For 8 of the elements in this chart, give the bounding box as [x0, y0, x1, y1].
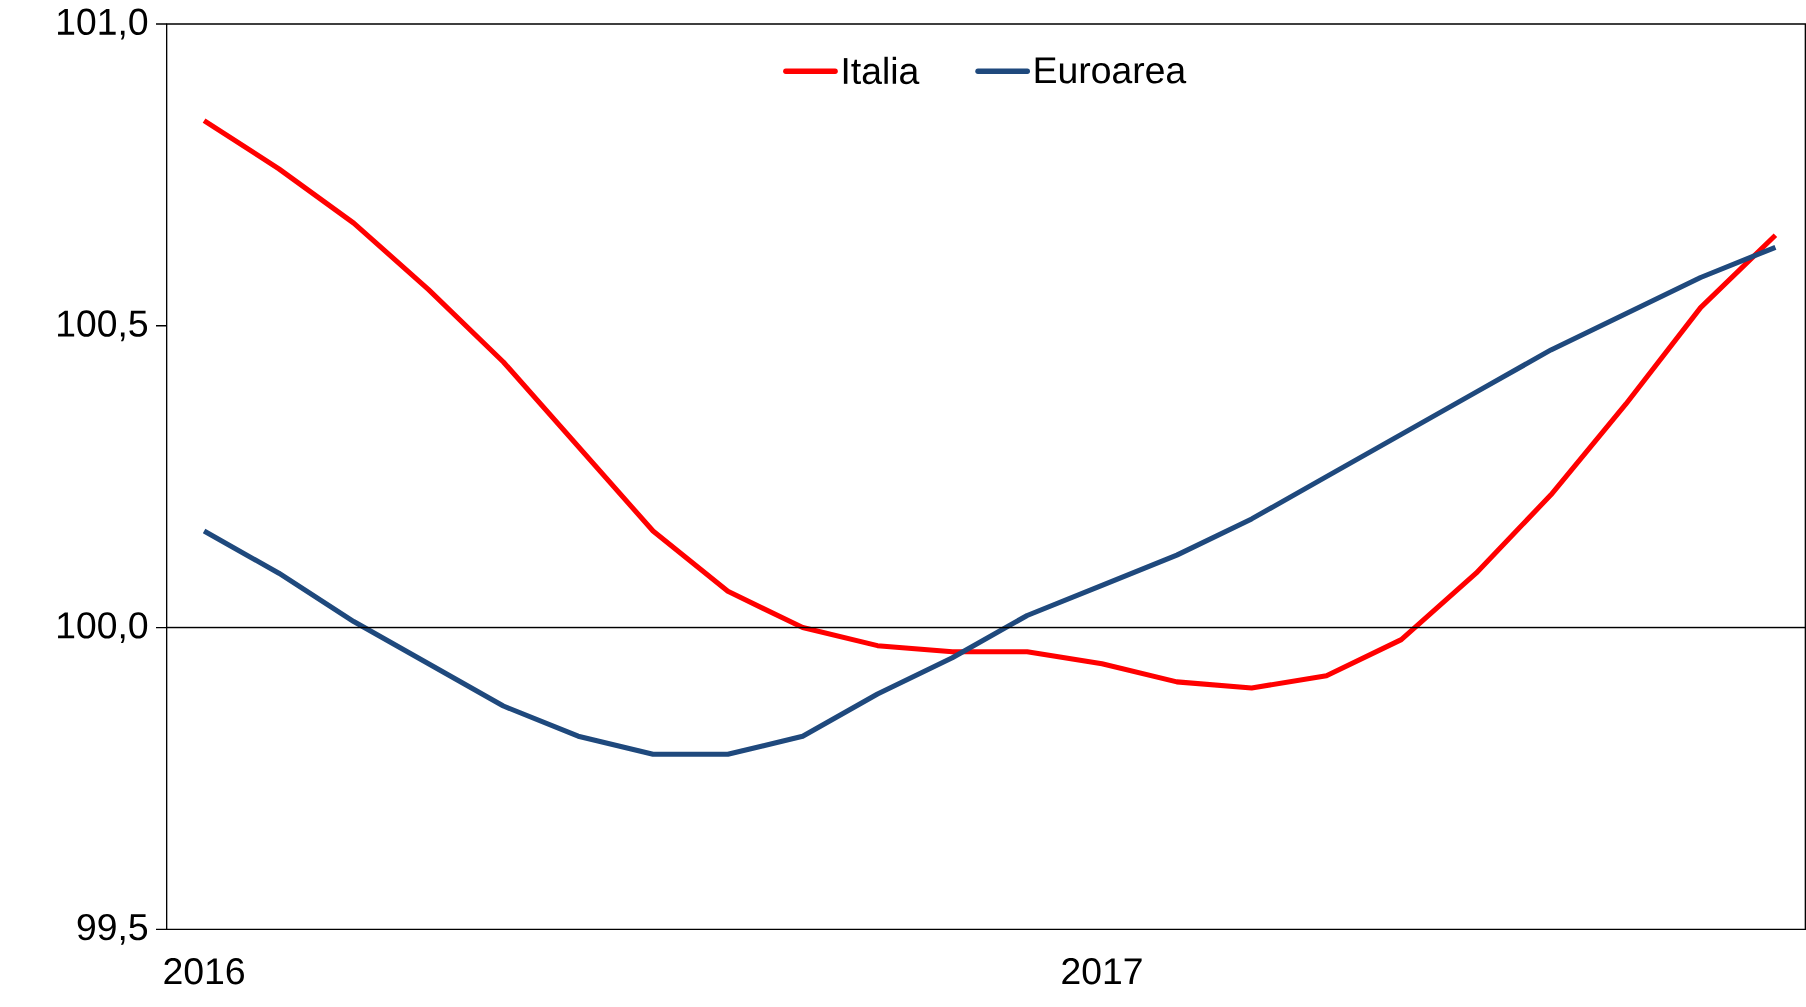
y-tick-label: 101,0 [58, 8, 148, 40]
y-tick-label: 100,0 [58, 612, 148, 644]
y-tick-label: 99,5 [77, 914, 148, 945]
y-tick-label: 100,5 [58, 310, 148, 342]
legend-label: Italia [843, 56, 920, 85]
legend-label: Euroarea [1035, 57, 1187, 84]
x-tick-label: 2017 [1062, 958, 1142, 985]
x-tick-label: 2016 [164, 958, 244, 985]
